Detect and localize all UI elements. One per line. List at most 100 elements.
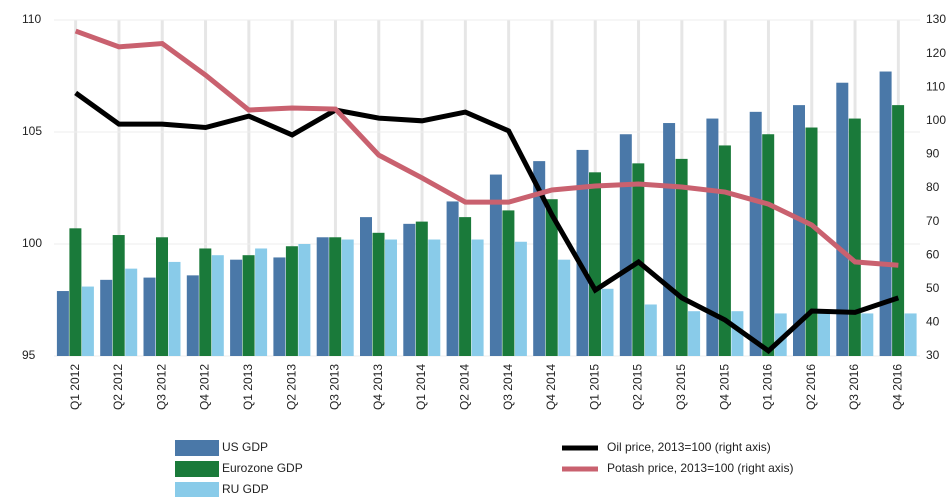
y2-tick-label: 60 bbox=[926, 247, 940, 261]
bar bbox=[793, 105, 805, 357]
bar bbox=[805, 127, 818, 357]
bar bbox=[298, 244, 311, 356]
x-tick-label: Q2 2014 bbox=[458, 364, 472, 410]
legend-swatch bbox=[175, 440, 219, 456]
legend-label: Eurozone GDP bbox=[222, 461, 303, 475]
bar bbox=[459, 217, 472, 356]
legend-swatch bbox=[175, 482, 219, 497]
bar bbox=[545, 199, 558, 356]
y2-tick-label: 100 bbox=[926, 113, 946, 127]
bar bbox=[601, 288, 614, 356]
bar bbox=[644, 304, 657, 356]
x-tick-label: Q1 2016 bbox=[761, 364, 775, 410]
x-tick-label: Q4 2013 bbox=[371, 364, 385, 410]
bar bbox=[255, 248, 268, 356]
x-tick-label: Q2 2013 bbox=[284, 364, 298, 410]
x-tick-label: Q3 2013 bbox=[328, 364, 342, 410]
bar bbox=[428, 239, 441, 356]
bar bbox=[273, 257, 286, 356]
bar bbox=[230, 259, 243, 356]
x-tick-label: Q2 2016 bbox=[804, 364, 818, 410]
bar bbox=[675, 158, 688, 356]
y-tick-label: 100 bbox=[22, 236, 42, 250]
bar bbox=[558, 259, 571, 356]
y2-tick-label: 130 bbox=[926, 12, 946, 26]
y2-tick-label: 70 bbox=[926, 214, 940, 228]
y2-tick-label: 50 bbox=[926, 281, 940, 295]
bar bbox=[360, 217, 372, 356]
bar bbox=[403, 223, 416, 356]
bar bbox=[688, 311, 701, 356]
bar bbox=[415, 221, 428, 356]
y2-tick-label: 80 bbox=[926, 180, 940, 194]
bar bbox=[168, 261, 181, 356]
bar bbox=[69, 228, 82, 356]
x-tick-label: Q3 2012 bbox=[154, 364, 168, 410]
x-tick-label: Q1 2014 bbox=[414, 364, 428, 410]
bar bbox=[446, 201, 459, 356]
bar bbox=[836, 82, 849, 356]
bar bbox=[81, 286, 94, 356]
bar bbox=[619, 134, 632, 356]
x-tick-label: Q3 2015 bbox=[674, 364, 688, 410]
y2-tick-label: 120 bbox=[926, 46, 946, 60]
bar bbox=[762, 134, 775, 356]
bar bbox=[285, 246, 298, 356]
bar bbox=[589, 172, 601, 356]
legend-label: US GDP bbox=[222, 440, 268, 454]
x-tick-label: Q3 2016 bbox=[847, 364, 861, 410]
bar bbox=[156, 237, 168, 356]
bar bbox=[100, 279, 113, 356]
y2-tick-label: 90 bbox=[926, 147, 940, 161]
bar bbox=[56, 291, 69, 356]
bar bbox=[341, 239, 354, 356]
legend-label: Oil price, 2013=100 (right axis) bbox=[607, 440, 771, 454]
x-tick-label: Q4 2015 bbox=[717, 364, 731, 410]
bar bbox=[892, 105, 905, 357]
y2-tick-label: 30 bbox=[926, 348, 940, 362]
bar bbox=[818, 313, 830, 356]
x-tick-label: Q1 2015 bbox=[587, 364, 601, 410]
bar bbox=[904, 313, 917, 356]
bar bbox=[199, 248, 212, 356]
bar bbox=[186, 275, 199, 356]
bar bbox=[663, 123, 676, 356]
bar bbox=[533, 161, 546, 356]
x-tick-label: Q4 2014 bbox=[544, 364, 558, 410]
y-tick-label: 110 bbox=[22, 12, 41, 26]
legend-label: RU GDP bbox=[222, 482, 269, 496]
x-tick-label: Q3 2014 bbox=[501, 364, 515, 410]
bar bbox=[385, 239, 397, 356]
x-tick-label: Q4 2012 bbox=[198, 364, 212, 410]
bar bbox=[861, 313, 874, 356]
bar bbox=[576, 149, 589, 356]
x-tick-label: Q4 2016 bbox=[891, 364, 905, 410]
bar bbox=[489, 174, 502, 356]
y-tick-label: 105 bbox=[22, 124, 42, 138]
bar bbox=[706, 118, 719, 356]
x-tick-label: Q2 2015 bbox=[631, 364, 645, 410]
y2-tick-label: 40 bbox=[926, 315, 940, 329]
bar bbox=[848, 118, 861, 356]
bar bbox=[502, 210, 515, 356]
bar bbox=[143, 277, 156, 356]
legend-swatch bbox=[175, 461, 219, 477]
bar bbox=[879, 71, 892, 357]
y2-tick-label: 110 bbox=[926, 79, 945, 93]
bar bbox=[211, 255, 224, 356]
bar bbox=[514, 241, 527, 356]
bar bbox=[471, 239, 484, 356]
bar bbox=[329, 237, 342, 356]
bar bbox=[749, 111, 762, 356]
x-tick-label: Q1 2012 bbox=[68, 364, 82, 410]
bar bbox=[112, 235, 125, 356]
legend-label: Potash price, 2013=100 (right axis) bbox=[607, 461, 793, 475]
bar bbox=[125, 268, 138, 356]
line bbox=[74, 90, 900, 355]
bar bbox=[372, 232, 385, 356]
bar bbox=[718, 145, 731, 356]
x-tick-label: Q1 2013 bbox=[241, 364, 255, 410]
x-tick-label: Q2 2012 bbox=[111, 364, 125, 410]
bar bbox=[242, 255, 255, 356]
bar bbox=[731, 311, 744, 356]
